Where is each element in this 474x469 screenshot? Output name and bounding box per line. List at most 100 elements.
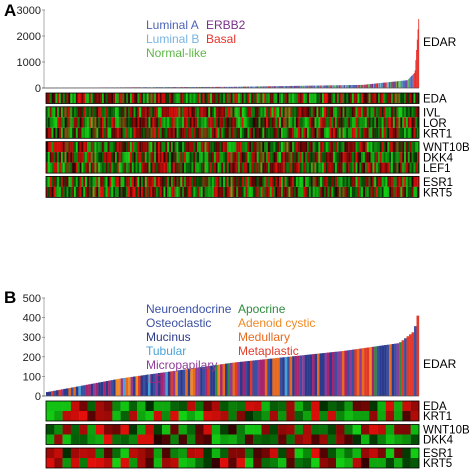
heatmap-cell [413,152,416,163]
heatmap-cell [137,401,146,411]
bar [125,377,129,396]
bar [332,85,334,88]
heatmap-cell [400,162,403,174]
bar [345,85,347,88]
heatmap-cell [49,176,52,187]
heatmap-cell [120,106,123,118]
heatmap-cell [189,117,192,128]
heatmap-cell [244,448,254,458]
heatmap-cell [269,186,272,198]
heatmap-cell [77,176,80,187]
heatmap-cell [79,141,82,153]
heatmap-cell [247,141,250,153]
heatmap-cell [68,162,71,174]
heatmap-cell [178,186,181,198]
heatmap-cell [217,117,220,128]
heatmap-cell [364,93,367,104]
heatmap-cell [220,424,229,435]
heatmap-cell [238,186,241,198]
heatmap-cell [113,127,116,139]
heatmap-cell [79,117,82,128]
heatmap-cell [107,186,110,198]
heatmap-cell [325,152,328,163]
heatmap-cell [308,152,312,163]
heatmap-cell [228,448,237,458]
bar [48,391,52,396]
heatmap-cell [163,117,166,128]
bar [349,349,353,396]
heatmap-cell [193,176,196,187]
heatmap-cell [301,106,304,118]
y-tick-label: 2000 [17,31,41,43]
heatmap-cell [372,127,375,139]
bar [322,85,324,88]
heatmap-cell [392,127,395,139]
heatmap-cell [87,176,90,187]
heatmap-cell [88,93,91,104]
heatmap-cell [405,117,408,128]
bar [398,81,400,88]
bar [202,86,204,88]
bar [351,85,353,88]
heatmap-cell [360,448,370,458]
heatmap-cell [264,141,267,153]
heatmap-cell [344,162,347,174]
heatmap-cell [161,176,164,187]
heatmap-cell [297,93,300,104]
heatmap-cell [81,127,84,139]
heatmap-cell [213,127,216,139]
heatmap-cell [411,186,414,198]
heatmap-cell [405,106,408,118]
heatmap-cell [249,93,252,104]
heatmap-cell [351,106,354,118]
bar [323,85,325,88]
heatmap-cell [176,117,179,128]
heatmap-cell [359,93,362,104]
heatmap-cell [261,424,270,435]
heatmap-cell [295,127,298,139]
heatmap-cell [105,127,108,139]
bar [262,86,264,88]
heatmap-cell [307,93,310,104]
bar [243,86,245,88]
heatmap-cell [172,117,175,128]
heatmap-cell [249,127,252,139]
heatmap-cell [176,106,179,118]
heatmap-cell [245,106,248,118]
heatmap-cell [392,117,395,128]
heatmap-cell [100,93,103,104]
bar [317,85,319,88]
heatmap-cell [64,176,67,187]
heatmap-cell [120,93,123,104]
bar [172,370,176,396]
heatmap-cell [51,127,54,139]
heatmap-cell [377,141,381,153]
heatmap-cell [215,162,218,174]
heatmap-cell [372,106,375,118]
bar [203,86,205,88]
bar [140,375,144,396]
heatmap-cell [294,424,304,435]
heatmap-cell [251,127,254,139]
bar [180,369,183,396]
heatmap-cell [260,117,263,128]
heatmap-cell [271,117,274,128]
heatmap-cell [208,93,211,104]
heatmap-cell [225,117,228,128]
heatmap-cell [342,186,345,198]
heatmap-cell [319,458,329,468]
heatmap-cell [94,93,97,104]
heatmap-cell [228,434,237,445]
heatmap-cell [234,93,237,104]
heatmap-cell [398,152,401,163]
bar [396,81,398,88]
heatmap-cell [156,141,159,153]
heatmap-cell [150,176,153,187]
bar [408,78,410,88]
heatmap-cell [107,93,110,104]
heatmap-cell [277,117,280,128]
heatmap-cell [269,106,272,118]
heatmap-cell [335,152,338,163]
heatmap-cell [198,141,201,153]
heatmap-cell [105,93,108,104]
